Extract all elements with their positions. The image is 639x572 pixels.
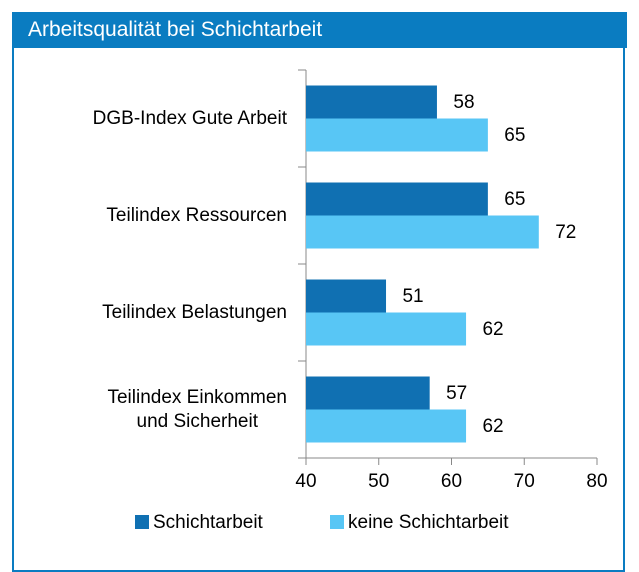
category-label-box: Teilindex Belastungen: [0, 283, 287, 343]
legend-label: Schichtarbeit: [153, 512, 264, 533]
value-label: 58: [453, 92, 474, 113]
bar: [306, 85, 437, 119]
y-tick-label: Teilindex Einkommen und Sicherheit: [107, 386, 287, 432]
bar: [306, 409, 467, 443]
value-label: 65: [504, 189, 525, 210]
category-label-box: DGB-Index Gute Arbeit: [0, 89, 287, 149]
bar: [306, 118, 488, 152]
x-tick-label: 40: [295, 471, 316, 492]
value-label: 65: [504, 125, 525, 146]
category-label-box: Teilindex Ressourcen: [0, 186, 287, 246]
value-label: 51: [402, 286, 423, 307]
y-tick-label: Teilindex Belastungen: [102, 301, 287, 323]
value-label: 57: [446, 383, 467, 404]
value-label: 62: [482, 319, 503, 340]
category-label-box: Teilindex Einkommen und Sicherheit: [0, 380, 287, 440]
legend-label: keine Schichtarbeit: [348, 512, 509, 533]
legend-swatch: [330, 515, 344, 529]
x-tick-label: 80: [586, 471, 607, 492]
x-tick-label: 50: [368, 471, 389, 492]
x-tick-label: 70: [514, 471, 535, 492]
value-label: 72: [555, 222, 576, 243]
bar: [306, 312, 467, 346]
header-title: Arbeitsqualität bei Schichtarbeit: [12, 12, 627, 48]
y-tick-label: Teilindex Ressourcen: [106, 204, 287, 226]
value-label: 62: [482, 416, 503, 437]
y-tick-label: DGB-Index Gute Arbeit: [92, 107, 287, 129]
legend-swatch: [135, 515, 149, 529]
bar: [306, 215, 539, 249]
bar: [306, 376, 430, 410]
x-tick-label: 60: [441, 471, 462, 492]
bar: [306, 279, 387, 313]
bar: [306, 182, 488, 216]
